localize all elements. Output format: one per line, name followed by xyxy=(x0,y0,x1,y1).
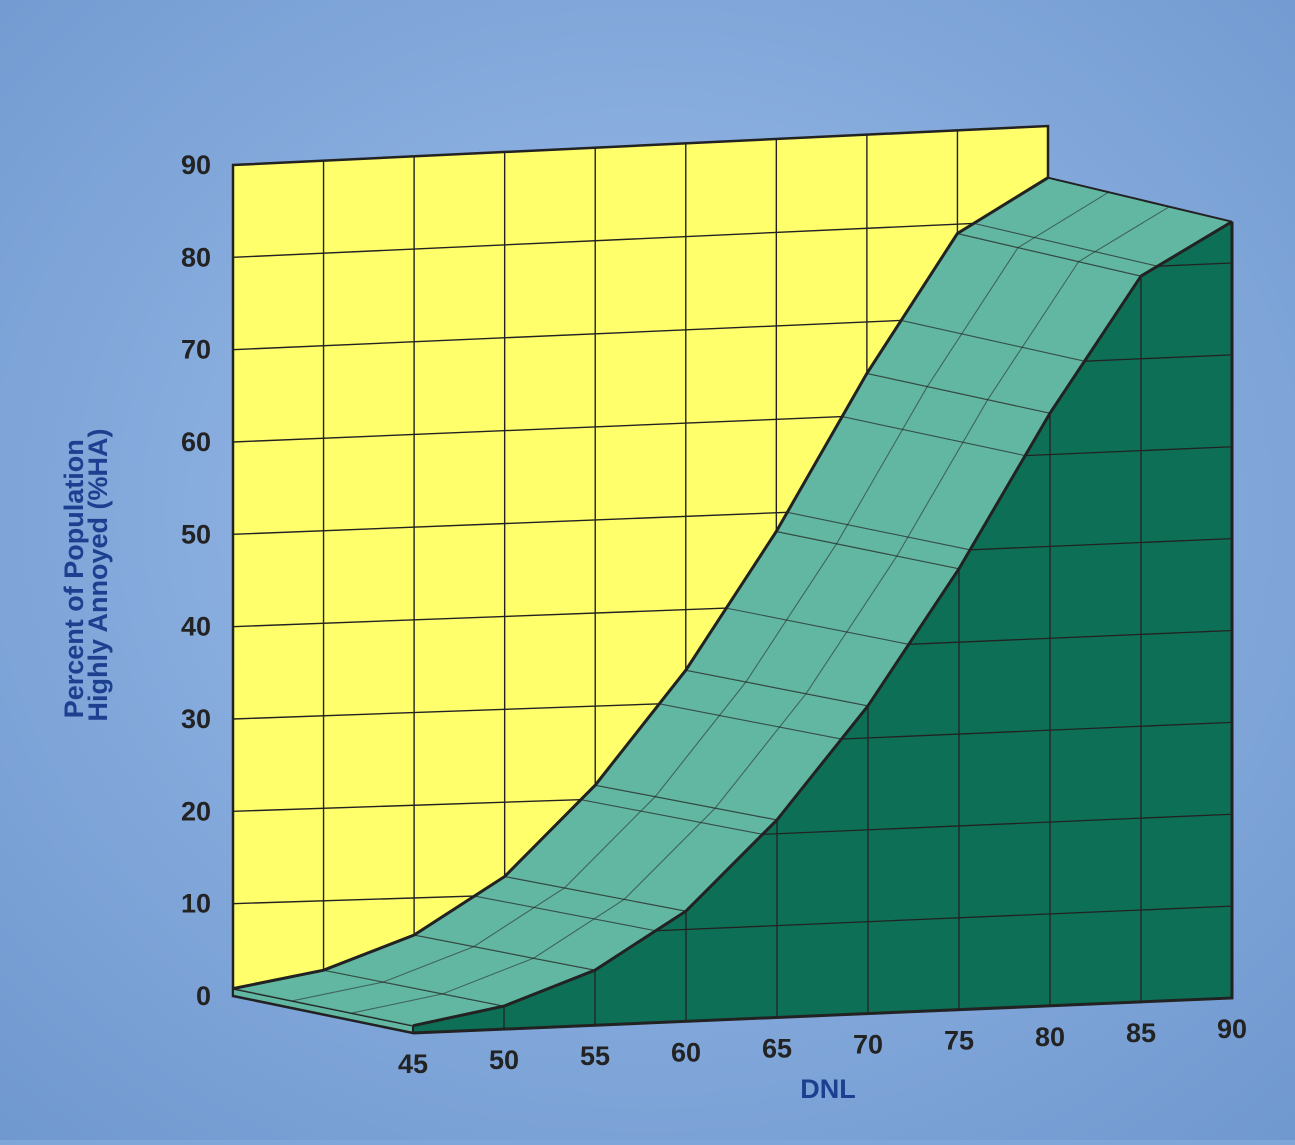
y-tick-label: 30 xyxy=(181,704,211,734)
series-back-edge xyxy=(232,176,1049,991)
floor-left-edge xyxy=(232,994,414,1035)
x-tick-label: 70 xyxy=(853,1030,883,1060)
x-tick-label: 55 xyxy=(580,1041,610,1071)
x-tick-label: 90 xyxy=(1217,1014,1247,1044)
y-tick-label: 10 xyxy=(181,889,211,919)
x-tick-label: 50 xyxy=(489,1045,519,1075)
ribbon-level-line xyxy=(659,703,842,740)
x-axis-title: DNL xyxy=(800,1074,856,1104)
y-tick-label: 40 xyxy=(181,612,211,642)
y-tick-label: 20 xyxy=(181,796,211,826)
ribbon-guide xyxy=(351,206,1170,1014)
x-tick-label: 75 xyxy=(944,1026,974,1056)
wall-gridline-h xyxy=(232,219,1049,259)
ribbon-level-line xyxy=(787,511,971,551)
ribbon-level-line xyxy=(474,895,656,932)
wall-gridline-h xyxy=(232,125,1049,166)
ribbon-level-line xyxy=(580,799,763,835)
series-front-edge xyxy=(412,220,1233,1028)
x-tick-label: 85 xyxy=(1126,1018,1156,1048)
y-axis-title: Percent of Population Highly Annoyed (%H… xyxy=(59,429,113,722)
x-tick-label: 45 xyxy=(398,1049,428,1079)
y-tick-label: 60 xyxy=(181,427,211,457)
ribbon-level-line xyxy=(901,319,1085,362)
x-tick-label: 80 xyxy=(1035,1022,1065,1052)
y-axis-title-line-2: Highly Annoyed (%HA) xyxy=(83,429,113,722)
ribbon-level-line xyxy=(726,607,909,645)
front-base-edge xyxy=(412,221,1234,1035)
ribbon-end-edge xyxy=(1047,176,1233,223)
ribbon-guide xyxy=(292,191,1109,1002)
y-tick-label: 80 xyxy=(181,242,211,272)
y-tick-label: 70 xyxy=(181,335,211,365)
y-tick-label: 50 xyxy=(181,519,211,549)
y-tick-label: 90 xyxy=(181,150,211,180)
y-axis-title-line-1: Percent of Population xyxy=(59,439,89,718)
x-tick-label: 60 xyxy=(671,1037,701,1067)
ribbon-level-line xyxy=(973,222,1158,267)
y-tick-label: 0 xyxy=(196,981,211,1011)
ribbon-level-line xyxy=(842,416,1026,457)
area-front-face xyxy=(413,221,1232,1033)
x-tick-label: 65 xyxy=(762,1033,792,1063)
